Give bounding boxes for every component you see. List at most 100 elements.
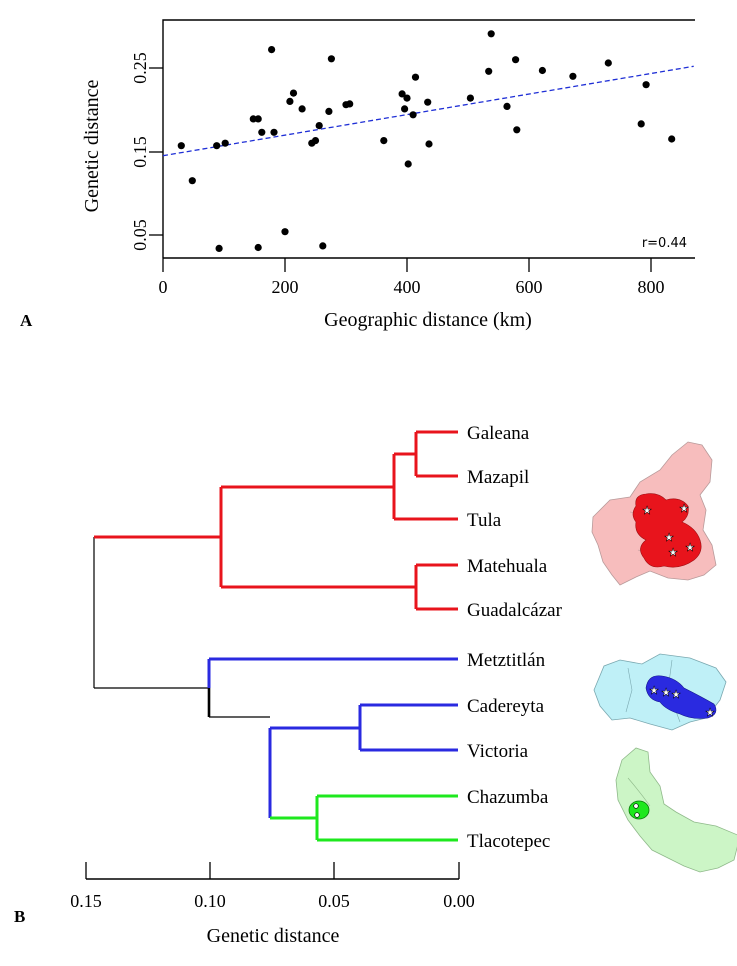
distance-tick-label: 0.00: [443, 891, 475, 911]
data-point: [466, 94, 474, 102]
map-state-outline: [615, 747, 737, 873]
data-point: [409, 111, 417, 119]
star-icon: ★: [668, 546, 678, 559]
x-axis-title: Geographic distance (km): [324, 309, 532, 331]
x-tick-label: 0: [159, 277, 168, 297]
x-tick-label: 800: [638, 277, 665, 297]
panel-label-b: B: [14, 907, 25, 926]
data-point: [289, 89, 298, 97]
data-point: [485, 67, 493, 75]
distribution-blob-blue: [645, 675, 717, 719]
y-tick-label: 0.25: [130, 52, 150, 84]
data-point: [380, 137, 388, 145]
leaf-label-metztitlan: Metztitlán: [467, 650, 546, 671]
star-icon: ★: [661, 686, 671, 699]
scatter-points: [177, 30, 676, 252]
y-tick-label: 0.15: [130, 136, 150, 168]
leaf-label-tula: Tula: [467, 510, 502, 531]
leaf-label-victoria: Victoria: [467, 741, 529, 762]
x-tick-label: 600: [516, 277, 543, 297]
data-point: [270, 128, 278, 136]
panel-a: 0.05 0.15 0.25 Genetic distance 0 200 40…: [20, 19, 695, 331]
y-axis-title: Genetic distance: [81, 80, 103, 213]
regression-line: [162, 65, 694, 157]
data-point: [403, 94, 411, 102]
star-icon: ★: [671, 688, 681, 701]
leaf-label-chazumba: Chazumba: [467, 787, 549, 808]
map-inset-red: ★ ★ ★ ★ ★: [591, 441, 717, 586]
y-tick-label: 0.05: [130, 219, 150, 251]
distance-tick-label: 0.05: [318, 891, 350, 911]
cluster-red: [94, 430, 458, 611]
data-point: [325, 107, 333, 115]
data-point: [281, 228, 289, 236]
data-point: [286, 97, 294, 105]
y-axis: 0.05 0.15 0.25 Genetic distance: [81, 52, 163, 251]
data-point: [513, 126, 521, 134]
distance-tick-label: 0.15: [70, 891, 102, 911]
data-point: [311, 137, 320, 145]
data-point: [213, 142, 221, 150]
leaf-label-galeana: Galeana: [467, 423, 530, 444]
leaf-label-guadalcazar: Guadalcázar: [467, 600, 563, 621]
data-point: [177, 142, 185, 150]
star-icon: ★: [649, 684, 659, 697]
data-point: [538, 66, 547, 75]
data-point: [642, 81, 650, 89]
data-point: [487, 30, 495, 38]
dendrogram-root: [93, 537, 270, 718]
data-point: [254, 115, 262, 123]
panel-b: Galeana Mazapil Tula Matehuala Guadalcáz…: [14, 423, 737, 947]
data-point: [327, 55, 335, 63]
data-point: [404, 160, 412, 168]
r-annotation: r=0.44: [642, 236, 687, 251]
leaf-label-tlacotepec: Tlacotepec: [467, 831, 550, 852]
star-icon: ★: [705, 706, 715, 719]
star-icon: ★: [679, 502, 689, 515]
data-point: [604, 59, 612, 67]
plot-frame: [162, 19, 695, 258]
data-point: [268, 46, 276, 54]
data-point: [215, 244, 223, 252]
locality-marker-icon: [634, 812, 640, 818]
data-point: [398, 90, 406, 98]
star-icon: ★: [664, 531, 674, 544]
leaf-label-matehuala: Matehuala: [467, 556, 548, 577]
data-point: [188, 177, 196, 185]
map-border-lines: [627, 777, 651, 807]
data-point: [254, 243, 262, 252]
data-point: [424, 98, 432, 106]
star-icon: ★: [642, 504, 652, 517]
x-axis: 0 200 400 600 800 Geographic distance (k…: [159, 258, 665, 331]
data-point: [511, 56, 520, 64]
leaf-label-mazapil: Mazapil: [467, 467, 529, 488]
leaf-label-cadereyta: Cadereyta: [467, 696, 545, 717]
data-point: [315, 122, 323, 130]
panel-label-a: A: [20, 311, 33, 330]
map-inset-blue: ★ ★ ★ ★: [593, 653, 727, 731]
data-point: [425, 140, 433, 148]
distance-axis-title: Genetic distance: [207, 925, 340, 947]
data-point: [401, 105, 409, 113]
leaf-labels: Galeana Mazapil Tula Matehuala Guadalcáz…: [467, 423, 563, 852]
data-point: [298, 105, 306, 113]
data-point: [221, 139, 229, 147]
data-point: [411, 73, 420, 81]
x-tick-label: 200: [272, 277, 299, 297]
locality-marker-icon: [633, 803, 639, 809]
star-icon: ★: [685, 541, 695, 554]
cluster-green: [270, 794, 458, 842]
data-point: [503, 102, 511, 110]
data-point: [668, 135, 676, 143]
cluster-blue: [207, 657, 458, 818]
map-inset-green: [615, 747, 737, 873]
data-point: [637, 120, 645, 128]
distribution-blob-red: [632, 493, 702, 568]
x-tick-label: 400: [394, 277, 421, 297]
distance-tick-label: 0.10: [194, 891, 226, 911]
data-point: [569, 72, 577, 80]
distance-axis: 0.15 0.10 0.05 0.00 Genetic distance: [70, 862, 475, 947]
data-point: [258, 128, 266, 136]
data-point: [319, 242, 327, 250]
